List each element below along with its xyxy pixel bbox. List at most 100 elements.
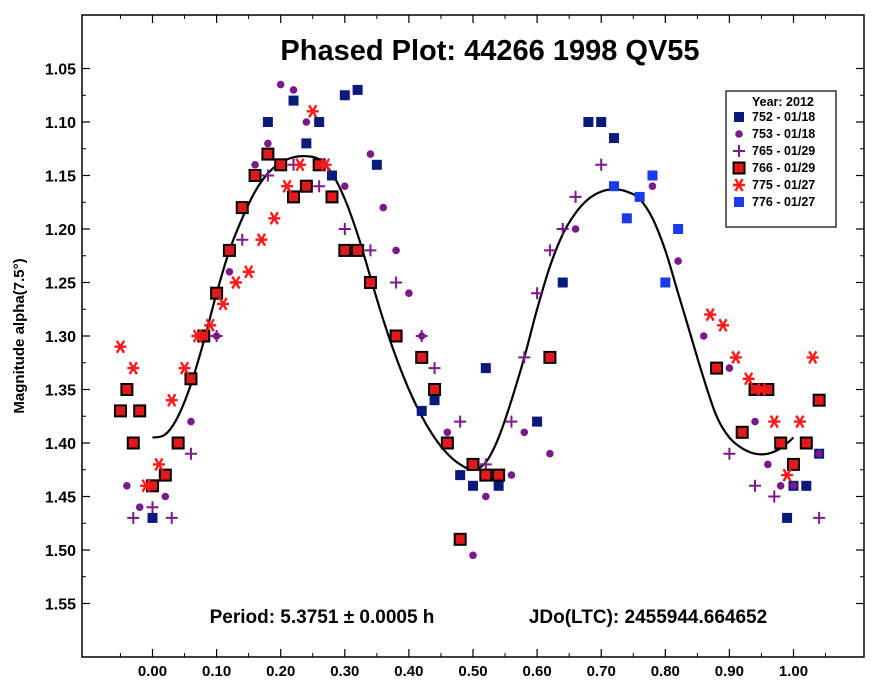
legend-marker	[734, 112, 744, 122]
x-tick-label: 0.30	[330, 663, 359, 680]
data-point	[428, 383, 442, 396]
data-point	[416, 405, 427, 416]
series-766	[113, 147, 826, 546]
data-point	[453, 532, 467, 546]
data-point	[556, 223, 569, 235]
legend: Year: 2012 752 - 01/18 753 - 01/18 765 - 0…	[725, 90, 837, 228]
data-point	[171, 436, 185, 450]
data-point	[146, 501, 159, 514]
data-point	[774, 436, 788, 450]
legend-entry-label: 753 - 01/18	[752, 127, 815, 141]
data-point	[229, 275, 242, 290]
data-point	[764, 460, 772, 469]
x-tick-label: 0.80	[651, 663, 680, 680]
data-point	[749, 479, 762, 492]
y-tick-label: 1.15	[45, 169, 76, 186]
x-tick-label: 0.60	[522, 663, 551, 680]
data-point	[704, 307, 717, 322]
data-point	[813, 511, 826, 524]
data-point	[268, 211, 281, 225]
legend-entry-label: 752 - 01/18	[752, 110, 815, 124]
data-point	[326, 170, 337, 181]
data-point	[352, 84, 363, 95]
data-point	[364, 244, 377, 257]
data-point	[306, 104, 319, 118]
data-point	[482, 492, 490, 501]
data-point	[161, 492, 170, 501]
data-point	[135, 503, 144, 512]
y-tick-label: 1.05	[45, 62, 76, 79]
data-point	[793, 414, 806, 429]
data-point	[389, 329, 403, 343]
data-point	[287, 190, 301, 204]
data-point	[301, 138, 312, 149]
data-point	[158, 468, 172, 482]
data-point	[264, 139, 272, 148]
data-point	[532, 416, 543, 427]
chart-title: Phased Plot: 44266 1998 QV55	[280, 35, 699, 67]
data-point	[443, 428, 452, 437]
data-point	[768, 414, 781, 429]
data-point	[543, 350, 557, 364]
data-point	[571, 225, 580, 233]
data-point	[546, 449, 554, 458]
data-point	[113, 404, 127, 418]
data-point	[776, 482, 785, 490]
data-point	[710, 361, 724, 375]
data-point	[165, 393, 178, 407]
legend-entry-label: 775 - 01/27	[752, 178, 815, 192]
legend-entry-label: 765 - 01/29	[752, 144, 815, 158]
data-point	[699, 332, 708, 340]
data-point	[520, 428, 529, 437]
data-point	[723, 447, 736, 460]
data-point	[729, 350, 742, 365]
data-point	[493, 480, 504, 491]
data-point	[725, 364, 734, 372]
data-point	[127, 361, 140, 375]
data-point	[299, 179, 313, 193]
data-point	[127, 511, 140, 524]
data-point	[178, 361, 191, 375]
data-point	[782, 512, 793, 523]
data-point	[660, 277, 671, 288]
data-point	[184, 447, 197, 460]
legend-marker	[733, 145, 745, 157]
y-tick-label: 1.35	[45, 383, 76, 400]
data-point	[114, 340, 127, 354]
data-point	[786, 457, 800, 471]
data-point	[390, 276, 403, 289]
data-point	[768, 490, 781, 503]
data-point	[262, 117, 273, 127]
data-point	[281, 179, 294, 193]
y-tick-label: 1.55	[45, 597, 76, 614]
data-point	[338, 223, 351, 235]
data-point	[609, 181, 620, 192]
data-point	[531, 287, 544, 300]
data-point	[479, 468, 493, 482]
data-point	[187, 417, 195, 426]
data-point	[595, 158, 608, 171]
legend-marker	[734, 197, 744, 207]
legend-marker	[735, 130, 743, 138]
data-point	[492, 468, 506, 482]
data-point	[812, 393, 826, 407]
x-tick-label: 0.10	[202, 663, 231, 680]
series-776	[609, 170, 684, 288]
data-point	[225, 268, 234, 276]
data-point	[673, 224, 684, 234]
data-point	[351, 243, 365, 257]
data-point	[569, 190, 582, 203]
data-point	[126, 436, 140, 450]
data-point	[210, 330, 223, 342]
x-tick-label: 0.40	[394, 663, 423, 680]
y-tick-label: 1.40	[45, 436, 76, 453]
series-753	[123, 80, 823, 560]
y-tick-label: 1.45	[45, 490, 76, 507]
data-point	[242, 265, 255, 279]
data-point	[255, 233, 268, 247]
data-point	[379, 203, 388, 212]
data-point	[479, 458, 492, 471]
data-point	[507, 471, 516, 479]
data-point	[371, 159, 382, 170]
